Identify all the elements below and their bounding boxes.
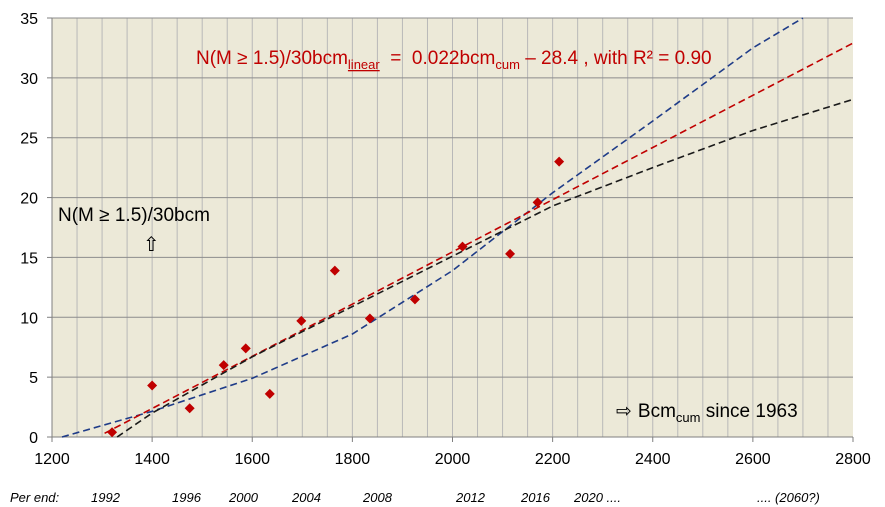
- year-label: 2000: [228, 490, 259, 505]
- year-row-prefix: Per end:: [10, 490, 60, 505]
- year-label: 1996: [172, 490, 202, 505]
- year-label: 1992: [91, 490, 121, 505]
- data-point: [184, 403, 195, 414]
- up-arrow-icon: ⇧: [143, 234, 160, 256]
- y-quantity-label: N(M ≥ 1.5)/30bcm: [58, 205, 210, 226]
- equation-annotation: N(M ≥ 1.5)/30bcmlinear = 0.022bcmcum – 2…: [196, 48, 712, 72]
- x-tick-label: 2200: [535, 451, 571, 468]
- x-tick-label: 2800: [835, 451, 871, 468]
- equation-rhs-subscript: cum: [495, 57, 520, 72]
- year-label: 2012: [455, 490, 486, 505]
- data-point: [532, 197, 543, 208]
- trendline: [116, 98, 854, 438]
- x-quantity-label: ⇨ Bcmcum since 1963: [616, 401, 798, 425]
- x-tick-label: 1200: [34, 451, 70, 468]
- data-point: [505, 248, 516, 259]
- gridlines: [52, 17, 853, 437]
- trendlines: [61, 17, 854, 438]
- data-point: [554, 156, 565, 167]
- y-tick-label: 30: [20, 71, 38, 88]
- y-tick-label: 20: [20, 191, 38, 208]
- x-tick-label: 1400: [134, 451, 170, 468]
- equation-lhs-subscript: linear: [348, 57, 380, 72]
- data-point: [107, 427, 118, 438]
- equation-tail: – 28.4 , with R² = 0.90: [520, 48, 712, 69]
- x-tick-label: 1600: [234, 451, 270, 468]
- year-label: 2020 ....: [573, 490, 621, 505]
- y-tick-label: 5: [29, 370, 38, 387]
- data-point: [147, 380, 158, 391]
- data-point: [264, 388, 275, 399]
- equation-lhs: N(M ≥ 1.5)/30bcm: [196, 48, 348, 69]
- y-tick-label: 15: [20, 250, 38, 267]
- data-point: [329, 265, 340, 276]
- x-tick-label: 1800: [335, 451, 371, 468]
- data-point: [218, 360, 229, 371]
- y-tick-label: 0: [29, 430, 38, 447]
- x-quantity-tail: since 1963: [700, 401, 797, 422]
- data-point: [364, 313, 375, 324]
- x-quantity-subscript: cum: [676, 410, 701, 425]
- y-tick-label: 10: [20, 310, 38, 327]
- year-label: 2008: [362, 490, 393, 505]
- axes: [47, 17, 854, 442]
- x-tick-label: 2400: [635, 451, 671, 468]
- x-quantity-main: Bcm: [638, 401, 676, 422]
- year-label: 2016: [520, 490, 551, 505]
- x-tick-label: 2000: [435, 451, 471, 468]
- right-arrow-icon: ⇨: [616, 401, 632, 422]
- equation-rhs: = 0.022bcm: [380, 48, 496, 69]
- year-label: 2004: [291, 490, 321, 505]
- y-tick-label: 25: [20, 131, 38, 148]
- data-point: [409, 294, 420, 305]
- data-point: [296, 315, 307, 326]
- y-tick-label: 35: [20, 11, 38, 28]
- data-points: [107, 156, 565, 438]
- data-point: [240, 343, 251, 354]
- x-tick-label: 2600: [735, 451, 771, 468]
- data-point: [457, 241, 468, 252]
- trendline: [61, 17, 804, 438]
- year-label: .... (2060?): [757, 490, 820, 505]
- trendline: [104, 42, 854, 435]
- axis-labels: 0 5 10 15 20 25 30 35 1200 1400 1600 1800 2000 2200 24…: [10, 11, 871, 505]
